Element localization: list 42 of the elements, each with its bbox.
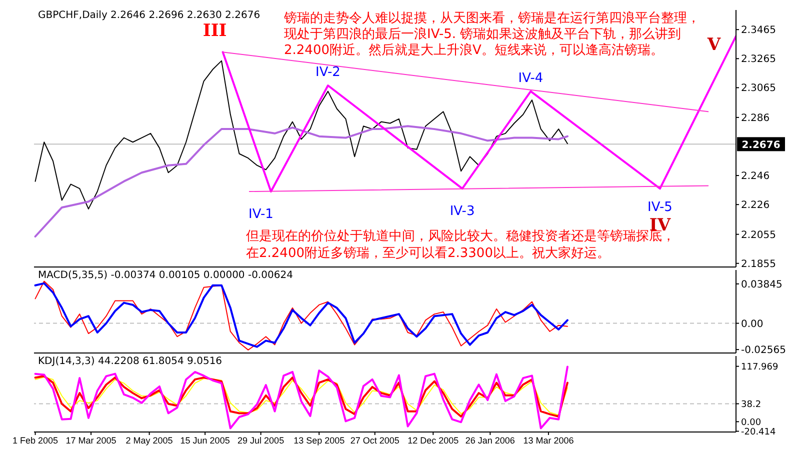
y-tick-label: 2.246 xyxy=(741,171,770,182)
annotation: 2.2400附近。然后就是大上升浪V。短线来说，可以逢高沽镑瑞。 xyxy=(284,43,664,59)
y-tick-label: 0.03845 xyxy=(741,279,782,290)
x-tick-label: 13 Sep 2005 xyxy=(294,435,345,446)
x-tick-label: 1 Feb 2005 xyxy=(12,435,58,446)
x-tick-label: 13 Mar 2006 xyxy=(523,435,574,446)
y-tick-label: 2.2055 xyxy=(741,230,776,241)
y-tick-label: -20.414 xyxy=(741,427,776,438)
y-tick-label: 2.226 xyxy=(741,200,770,212)
chart-title: KDJ(14,3,3) 44.2208 61.8054 9.0516 xyxy=(38,356,222,367)
annotation: 现处于第四浪的最后一浪IV-5. 镑瑞如果这波触及平台下轨，那么讲到 xyxy=(284,27,682,43)
x-tick-label: 2 May 2005 xyxy=(126,435,173,446)
annotation: 镑瑞的走势令人难以捉摸，从天图来看，镑瑞是在运行第四浪平台整理， xyxy=(284,11,700,27)
annotation: IV-2 xyxy=(316,65,340,80)
x-tick-label: 27 Oct 2005 xyxy=(350,435,400,446)
chart-title: MACD(5,35,5) -0.00374 0.00105 0.00000 -0.00624 xyxy=(38,270,293,281)
x-tick-label: 12 Dec 2005 xyxy=(408,435,459,446)
y-tick-label: 2.3065 xyxy=(741,83,776,94)
line-series xyxy=(34,366,568,430)
y-tick-label: 117.969 xyxy=(741,362,778,373)
y-tick-label: 2.3465 xyxy=(741,25,776,36)
annotation: IV-3 xyxy=(450,204,475,220)
y-tick-label: 2.286 xyxy=(741,112,770,124)
annotation: V xyxy=(706,35,722,56)
y-tick-label: 2.3265 xyxy=(741,54,776,66)
annotation: 在2.2400附近多镑瑞，至少可以看2.3300以上。祝大家好运。 xyxy=(246,245,611,262)
y-tick-label: 0.00 xyxy=(741,318,764,330)
annotation: IV-4 xyxy=(518,70,544,86)
y-tick-label: 0.00 xyxy=(741,418,762,428)
x-tick-label: 17 Mar 2005 xyxy=(66,435,116,446)
annotation: IV-1 xyxy=(248,207,274,222)
annotation: IV-5 xyxy=(648,200,672,216)
x-tick-label: 26 Jan 2006 xyxy=(465,435,515,446)
annotation: 但是现在的价位处于轨道中间，风险比较大。稳健投资者还是等镑瑞探底， xyxy=(246,229,675,245)
y-tick-label: -0.02565 xyxy=(741,345,786,356)
annotation: III xyxy=(202,21,227,42)
x-tick-label: 29 Jul 2005 xyxy=(238,435,284,446)
y-tick-label: 38.2 xyxy=(741,400,762,410)
ref-line-label: 2.2676 xyxy=(742,140,780,152)
y-tick-label: 2.1855 xyxy=(741,258,776,270)
x-tick-label: 15 Jun 2005 xyxy=(180,435,230,446)
chart-title: GBPCHF,Daily 2.2646 2.2696 2.2630 2.2676 xyxy=(38,10,260,21)
